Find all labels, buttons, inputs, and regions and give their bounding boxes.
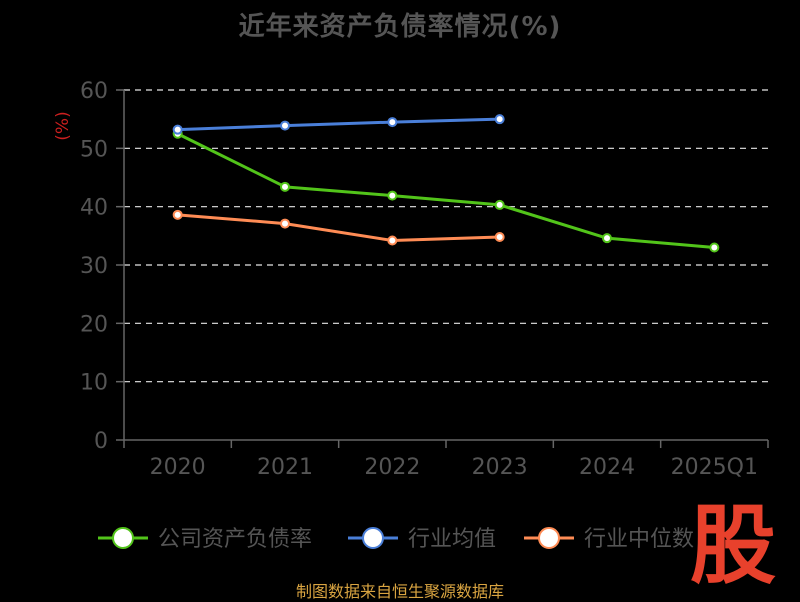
y-tick-label-50: 50 [80,137,108,162]
y-axis-label: (%) [53,111,73,140]
x-tick-label-2020: 2020 [150,455,206,480]
series-0-point-2024 [602,233,612,244]
source-note: 制图数据来自恒生聚源数据库 [295,582,504,601]
series-0-point-2023 [494,199,505,210]
y-tick-label-30: 30 [80,254,108,279]
series-0-point-2022 [387,190,398,201]
x-tick-label-2023: 2023 [472,455,528,480]
series-1-point-2021 [280,120,290,131]
series-0-point-2025Q1 [709,242,720,253]
y-tick-label-40: 40 [80,196,108,221]
x-tick-label-2022: 2022 [364,455,420,480]
x-tick-label-2021: 2021 [257,455,313,480]
x-tick-label-2025Q1: 2025Q1 [671,455,758,480]
series-2-point-2020 [172,209,183,220]
legend-label-0: 公司资产负债率 [158,527,312,552]
legend-marker-1 [362,527,384,549]
series-2-point-2022 [387,235,398,246]
y-tick-label-10: 10 [80,371,108,396]
series-lines [172,114,720,253]
y-tick-label-60: 60 [80,79,108,104]
series-0-point-2021 [280,181,290,192]
series-1-point-2020 [172,124,183,135]
legend-label-1: 行业均值 [408,527,496,552]
legend: 公司资产负债率 行业均值 行业中位数 [98,527,694,552]
chart-title: 近年来资产负债率情况(%) [238,12,562,42]
legend-marker-0 [112,527,134,549]
axes: 0 10 20 30 40 50 60 2020 2021 2022 2023 2024 2025Q1 [80,79,769,480]
series-line-2 [177,213,500,242]
legend-marker-2 [538,527,560,549]
y-tick-label-0: 0 [94,429,108,454]
y-tick-label-20: 20 [80,312,108,337]
series-1-point-2023 [494,114,505,125]
series-line-1 [177,117,500,132]
series-1-point-2022 [387,117,398,128]
legend-label-2: 行业中位数 [584,527,694,552]
series-line-0 [177,132,715,249]
x-tick-label-2024: 2024 [579,455,635,480]
series-2-point-2023 [494,232,505,242]
watermark-logo: 股 [690,496,776,596]
series-2-point-2021 [280,218,290,229]
grid-lines [124,89,768,383]
